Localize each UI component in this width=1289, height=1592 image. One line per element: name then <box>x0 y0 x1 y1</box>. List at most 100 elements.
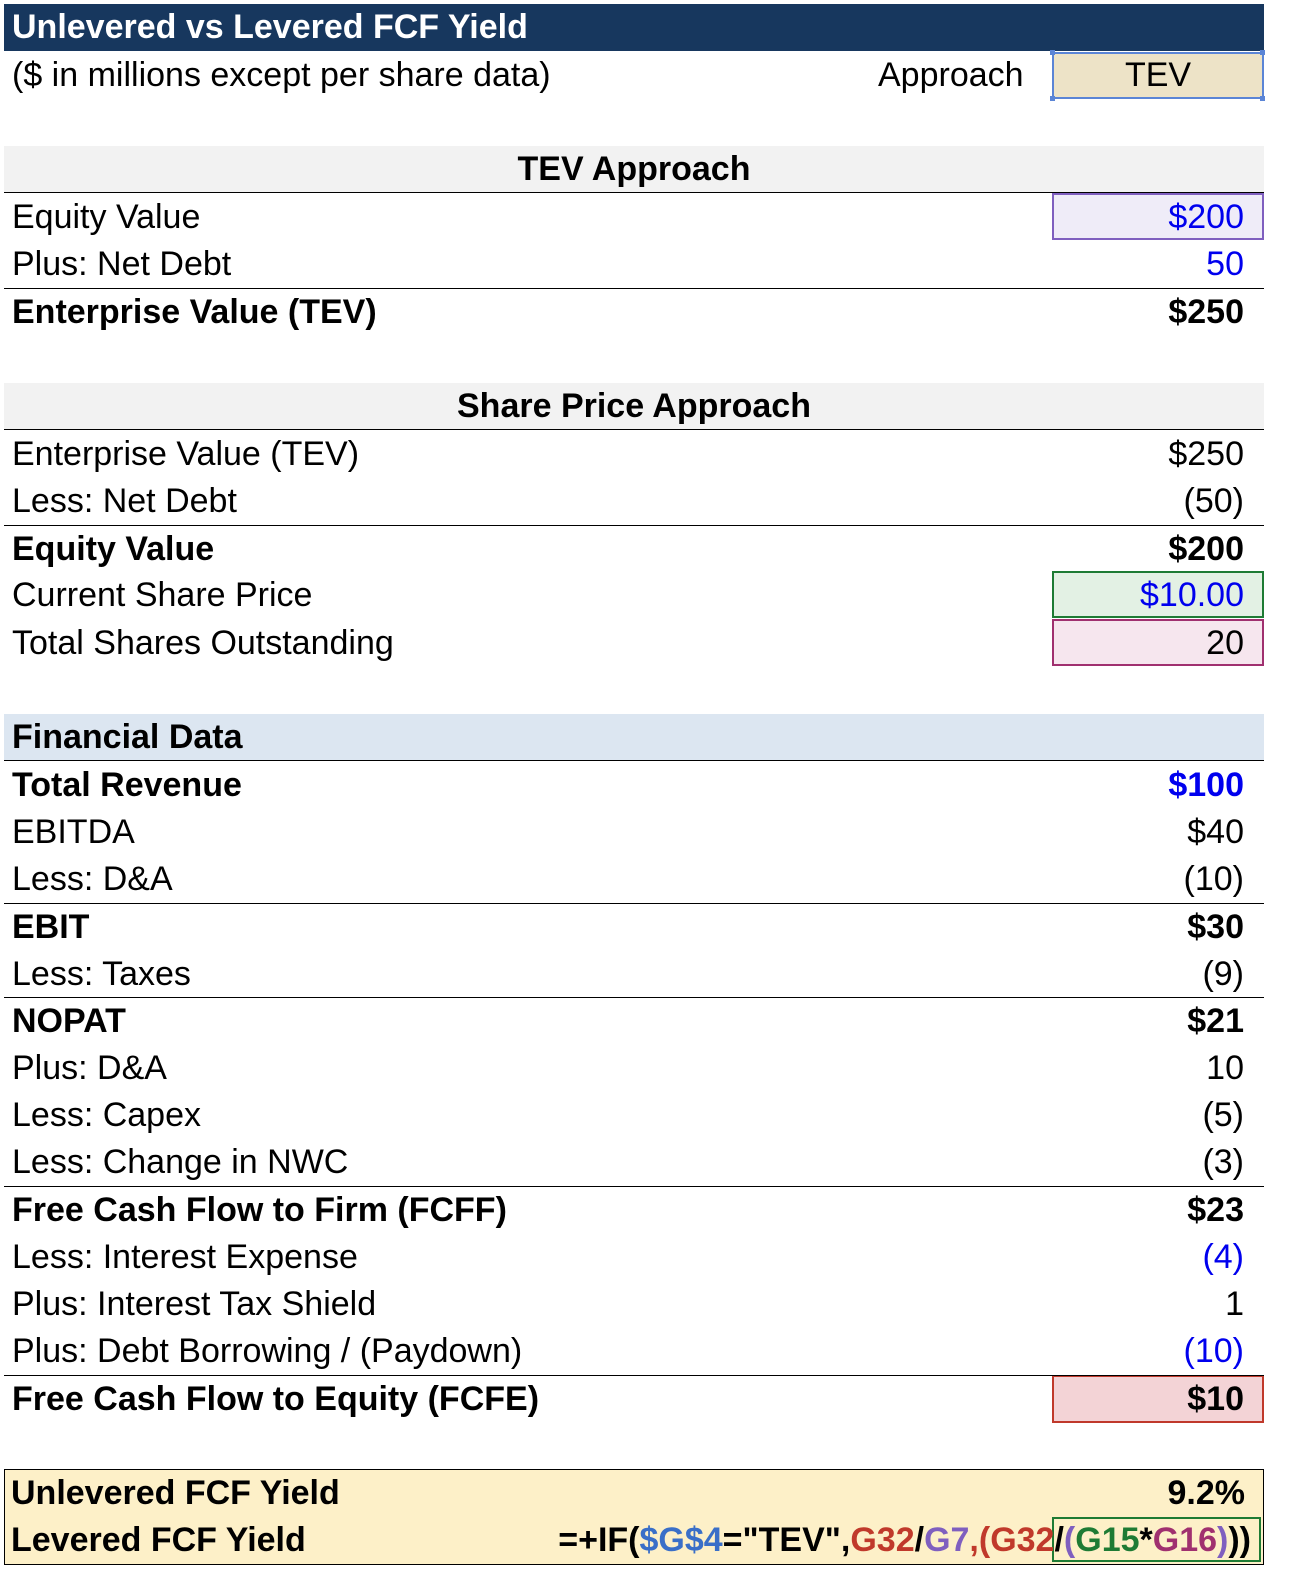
table-row[interactable]: Less: Taxes (9) <box>4 951 1264 998</box>
share-price-highlight[interactable] <box>1052 571 1264 618</box>
unlevered-yield-row[interactable]: Unlevered FCF Yield 9.2% <box>5 1470 1263 1517</box>
formula-ref-fcfe: G32 <box>990 1521 1055 1559</box>
row-label: Less: Change in NWC <box>12 1143 349 1181</box>
row-value: (50) <box>1183 482 1244 520</box>
table-row[interactable]: EBITDA $40 <box>4 809 1264 856</box>
row-label: Equity Value <box>12 198 201 236</box>
section-title: Financial Data <box>12 718 243 756</box>
row-value: (4) <box>1202 1238 1244 1276</box>
title-bar: Unlevered vs Levered FCF Yield <box>4 4 1264 51</box>
approach-label: Approach <box>878 56 1024 94</box>
approach-value: TEV <box>1124 56 1192 94</box>
formula-text: ) <box>1217 1521 1229 1559</box>
section-title: Share Price Approach <box>457 387 811 425</box>
tev-approach-header: TEV Approach <box>4 146 1264 193</box>
formula-text: * <box>1139 1521 1153 1559</box>
row-value: 1 <box>1225 1285 1244 1323</box>
table-row[interactable]: Less: Change in NWC (3) <box>4 1139 1264 1186</box>
unlevered-yield-label: Unlevered FCF Yield <box>11 1474 340 1512</box>
table-row[interactable]: Plus: Interest Tax Shield 1 <box>4 1281 1264 1328</box>
table-row-total[interactable]: Enterprise Value (TEV) $250 <box>4 288 1264 335</box>
table-row[interactable]: Enterprise Value (TEV) $250 <box>4 431 1264 478</box>
row-label: NOPAT <box>12 1002 126 1040</box>
row-label: Plus: Net Debt <box>12 245 232 283</box>
levered-yield-label: Levered FCF Yield <box>11 1521 306 1559</box>
equity-value-highlight[interactable] <box>1052 193 1264 240</box>
fcf-yield-box: Unlevered FCF Yield 9.2% Levered FCF Yie… <box>4 1469 1264 1565</box>
section-title: TEV Approach <box>517 150 751 188</box>
row-value: (10) <box>1183 1332 1244 1370</box>
fcfe-highlight[interactable] <box>1052 1375 1264 1423</box>
formula-text: / <box>914 1521 925 1559</box>
row-label: Less: Net Debt <box>12 482 237 520</box>
row-value: $23 <box>1187 1191 1244 1229</box>
row-label: Enterprise Value (TEV) <box>12 435 360 473</box>
shares-outstanding-highlight[interactable] <box>1052 619 1264 666</box>
table-row[interactable]: Plus: D&A 10 <box>4 1045 1264 1092</box>
active-cell[interactable] <box>1052 1517 1261 1562</box>
row-value: $30 <box>1187 908 1244 946</box>
formula-text: ( <box>1063 1521 1076 1559</box>
levered-yield-formula[interactable]: =+IF($G$4="TEV",G32/G7,(G32/(G15*G16))) <box>558 1517 1251 1564</box>
row-label: Total Shares Outstanding <box>12 624 394 662</box>
formula-text: =+IF( <box>558 1521 640 1559</box>
table-row-total[interactable]: Free Cash Flow to Firm (FCFF) $23 <box>4 1186 1264 1233</box>
selection-handle <box>1260 96 1265 101</box>
table-row[interactable]: Less: Net Debt (50) <box>4 478 1264 525</box>
row-label: Free Cash Flow to Firm (FCFF) <box>12 1191 507 1229</box>
formula-text: ="TEV", <box>722 1521 851 1559</box>
table-row[interactable]: Current Share Price $10.00 <box>4 572 1264 619</box>
row-value: $250 <box>1168 293 1244 331</box>
row-value: $200 <box>1168 530 1244 568</box>
row-value: $10 <box>1187 1380 1244 1418</box>
row-label: Plus: D&A <box>12 1049 167 1087</box>
row-value: (3) <box>1202 1143 1244 1181</box>
selection-handle <box>1260 50 1265 55</box>
row-value: $21 <box>1187 1002 1244 1040</box>
row-label: Plus: Debt Borrowing / (Paydown) <box>12 1332 523 1370</box>
table-row[interactable]: Equity Value $200 <box>4 194 1264 241</box>
table-row-total[interactable]: NOPAT $21 <box>4 997 1264 1044</box>
row-value: $40 <box>1187 813 1244 851</box>
row-value: $250 <box>1168 435 1244 473</box>
table-row[interactable]: Total Shares Outstanding 20 <box>4 620 1264 667</box>
financial-data-header: Financial Data <box>4 714 1264 761</box>
row-label: Free Cash Flow to Equity (FCFE) <box>12 1380 540 1418</box>
row-value: 10 <box>1206 1049 1244 1087</box>
selection-handle <box>1050 96 1055 101</box>
row-value: 20 <box>1206 624 1244 662</box>
table-row-total[interactable]: EBIT $30 <box>4 903 1264 950</box>
table-row[interactable]: Less: Interest Expense (4) <box>4 1234 1264 1281</box>
sheet-title: Unlevered vs Levered FCF Yield <box>12 8 528 46</box>
table-row[interactable]: Total Revenue $100 <box>4 762 1264 809</box>
subtitle-row: ($ in millions except per share data) Ap… <box>4 52 1264 99</box>
row-label: Current Share Price <box>12 576 313 614</box>
formula-ref-approach: $G$4 <box>639 1521 723 1559</box>
row-value: $200 <box>1168 198 1244 236</box>
row-label: Less: Interest Expense <box>12 1238 358 1276</box>
row-value: (5) <box>1202 1096 1244 1134</box>
table-row[interactable]: Less: Capex (5) <box>4 1092 1264 1139</box>
table-row[interactable]: Plus: Net Debt 50 <box>4 241 1264 288</box>
formula-text: / <box>1054 1521 1064 1559</box>
selection-handle <box>1050 50 1055 55</box>
table-row[interactable]: Less: D&A (10) <box>4 856 1264 903</box>
formula-ref-shares: G16 <box>1152 1521 1218 1559</box>
unlevered-yield-value: 9.2% <box>1167 1474 1246 1512</box>
row-label: Less: D&A <box>12 860 173 898</box>
row-label: Less: Capex <box>12 1096 201 1134</box>
row-value: (10) <box>1183 860 1244 898</box>
approach-selector-cell[interactable]: TEV <box>1052 52 1264 99</box>
row-label: Equity Value <box>12 530 215 568</box>
table-row-total[interactable]: Free Cash Flow to Equity (FCFE) $10 <box>4 1375 1264 1422</box>
levered-yield-row[interactable]: Levered FCF Yield =+IF($G$4="TEV",G32/G7… <box>5 1517 1263 1564</box>
row-label: EBIT <box>12 908 90 946</box>
formula-ref-share-price: G15 <box>1075 1521 1140 1559</box>
row-label: Plus: Interest Tax Shield <box>12 1285 377 1323</box>
row-value: (9) <box>1202 955 1244 993</box>
row-label: EBITDA <box>12 813 135 851</box>
row-label: Less: Taxes <box>12 955 191 993</box>
table-row[interactable]: Plus: Debt Borrowing / (Paydown) (10) <box>4 1328 1264 1375</box>
table-row-total[interactable]: Equity Value $200 <box>4 525 1264 572</box>
units-note: ($ in millions except per share data) <box>12 56 551 94</box>
